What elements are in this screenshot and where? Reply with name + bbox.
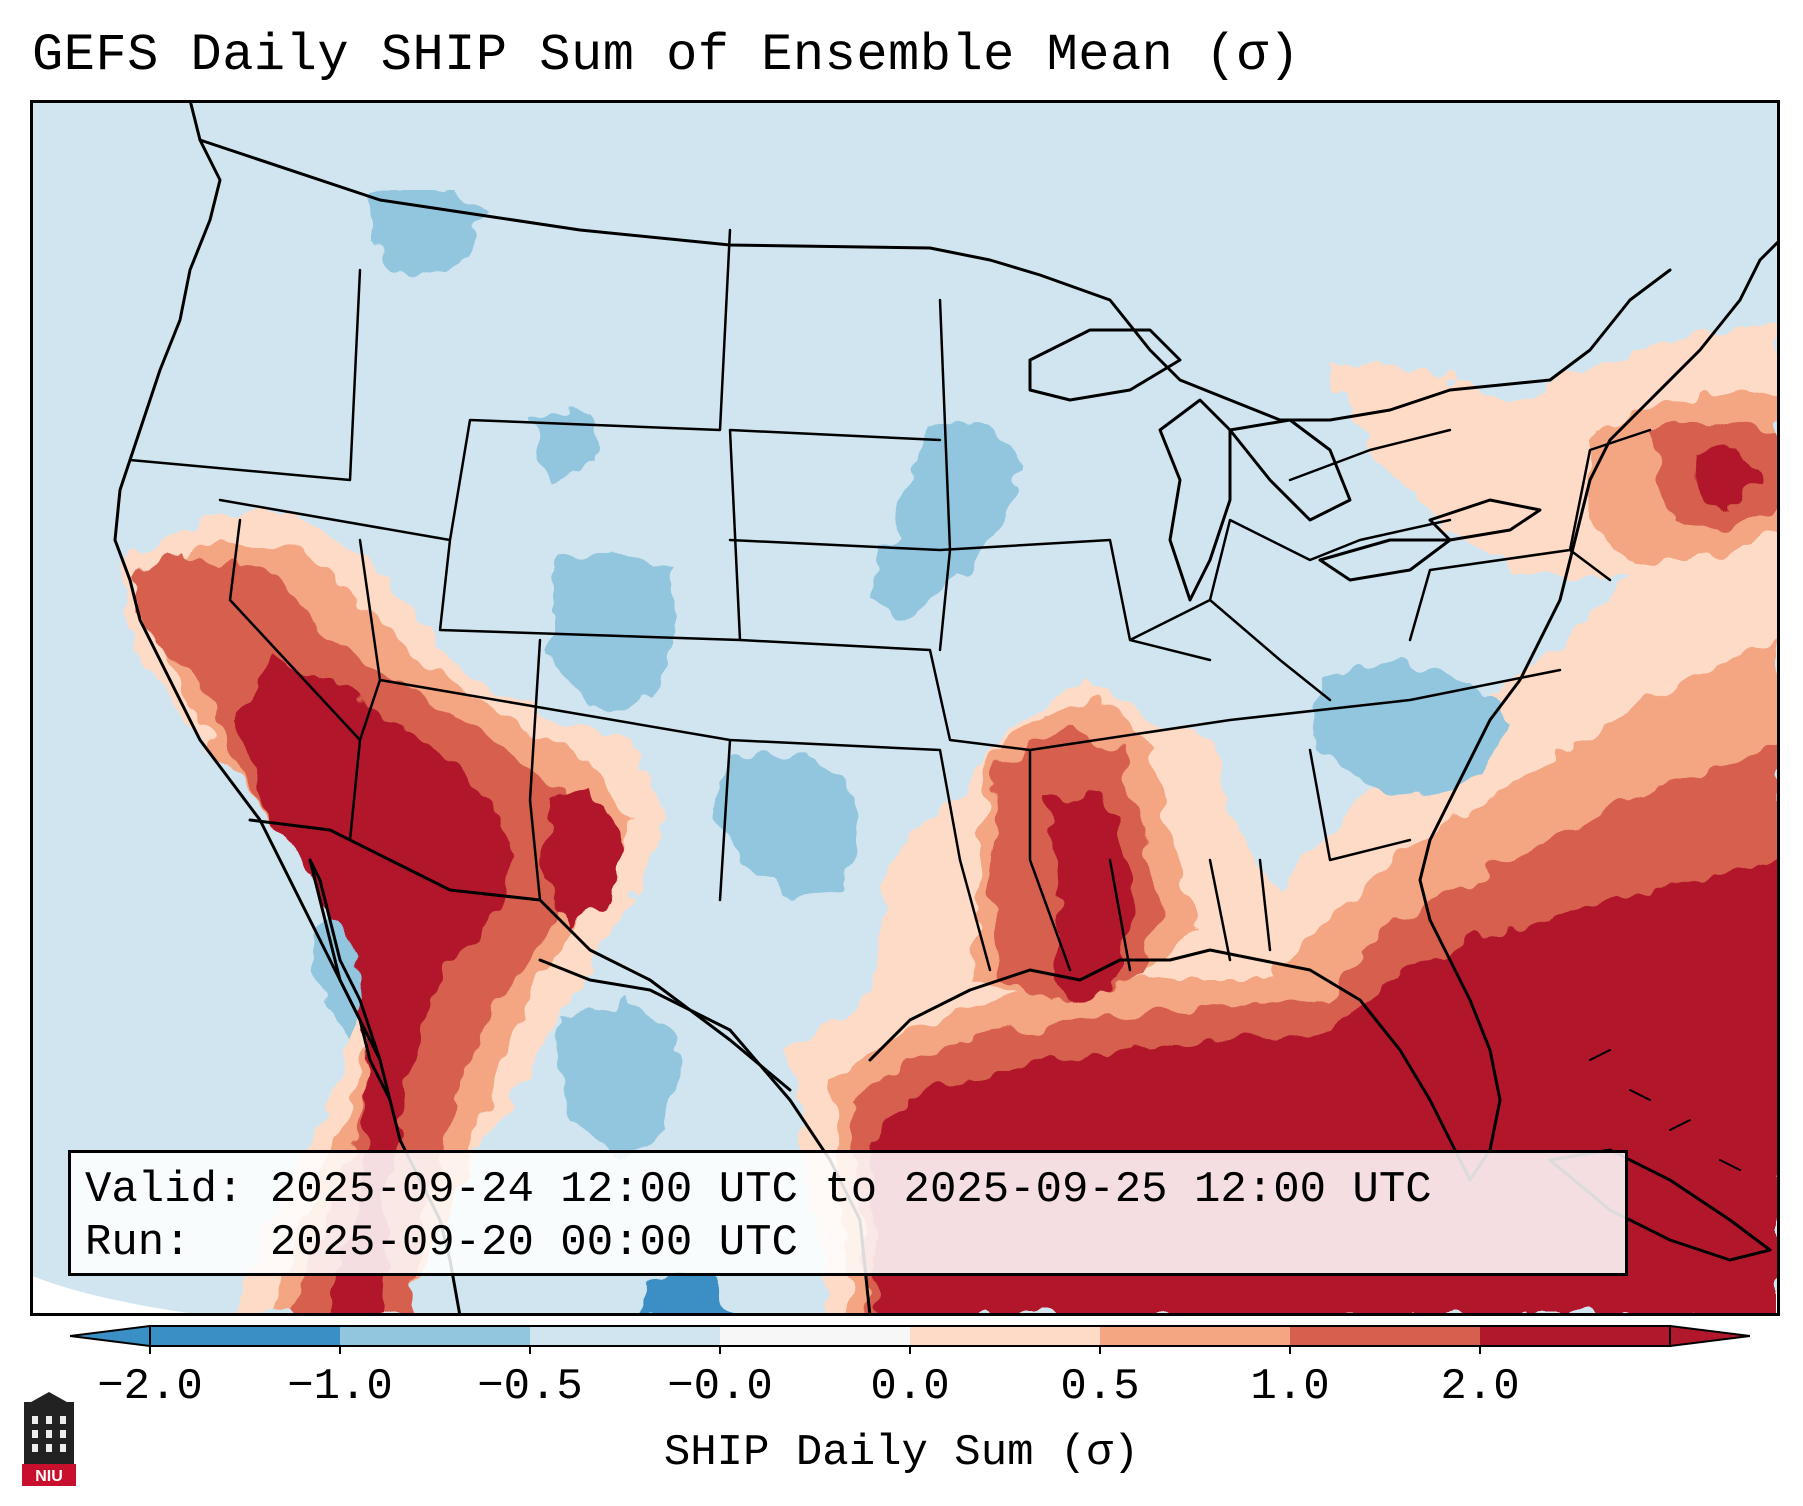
anomaly-sw-strong (240, 660, 510, 1316)
colorbar (70, 1324, 1750, 1354)
colorbar-tick-label: 0.5 (1060, 1362, 1140, 1412)
bahamas-islands (1589, 1049, 1741, 1171)
colorbar-extend-high (1669, 1324, 1750, 1348)
state-boundaries (128, 228, 1652, 972)
colorbar-segment (1100, 1326, 1290, 1346)
colorbar-segment (1480, 1326, 1670, 1346)
colorbar-tick-label: −0.5 (477, 1362, 583, 1412)
colorbar-tick-label: 1.0 (1250, 1362, 1330, 1412)
colorbar-tick-label: −0.0 (667, 1362, 773, 1412)
colorbar-tick-label: 0.0 (870, 1362, 950, 1412)
coastline-baja (308, 858, 392, 1102)
valid-value: 2025-09-24 12:00 UTC to 2025-09-25 12:00… (269, 1165, 1432, 1215)
colorbar-segment (720, 1326, 910, 1346)
colorbar-label: SHIP Daily Sum (σ) (663, 1428, 1140, 1478)
domain-edge-bottom (30, 1275, 210, 1316)
valid-label: Valid: (85, 1165, 244, 1215)
anomaly-ca-coast-high (130, 550, 240, 680)
niu-logo: NIU (22, 1392, 76, 1486)
anomaly-ok-negative (710, 750, 860, 900)
run-line: Run: 2025-09-20 00:00 UTC (85, 1218, 798, 1268)
great-lakes (1028, 328, 1542, 602)
colorbar-tick-label: −2.0 (97, 1362, 203, 1412)
colorbar-segment (530, 1326, 720, 1346)
border-canada-us (198, 138, 1672, 422)
anomaly-nm-strong (540, 790, 620, 930)
colorbar-extend-low (70, 1324, 151, 1348)
colorbar-tick-label: 2.0 (1440, 1362, 1520, 1412)
run-value: 2025-09-20 00:00 UTC (269, 1218, 798, 1268)
colorbar-segment (910, 1326, 1100, 1346)
valid-line: Valid: 2025-09-24 12:00 UTC to 2025-09-2… (85, 1165, 1432, 1215)
map-canvas (30, 100, 1780, 1316)
coastline-pacific (113, 100, 462, 1316)
anomaly-co-negative (550, 550, 680, 710)
colorbar-tick-label: −1.0 (287, 1362, 393, 1412)
anomaly-ne-strong (1690, 445, 1760, 510)
map-title: GEFS Daily SHIP Sum of Ensemble Mean (σ) (32, 26, 1301, 85)
colorbar-segment (1290, 1326, 1480, 1346)
map-panel (30, 100, 1780, 1316)
anomaly-south-mexico-deep (640, 1270, 730, 1316)
run-label: Run: (85, 1218, 191, 1268)
colorbar-segment (340, 1326, 530, 1346)
anomaly-south-strong (1050, 790, 1130, 1000)
anomaly-mexico-negative (560, 1000, 680, 1160)
colorbar-segment (150, 1326, 340, 1346)
info-box: Valid: 2025-09-24 12:00 UTC to 2025-09-2… (68, 1150, 1628, 1276)
anomaly-iowa-negative (870, 530, 950, 620)
logo-text: NIU (35, 1468, 63, 1485)
cuba-outline (1548, 1148, 1772, 1262)
map-frame (30, 100, 1780, 1316)
anomaly-appalachian-negative (1310, 660, 1510, 800)
anomaly-wyoming-negative (530, 410, 600, 480)
